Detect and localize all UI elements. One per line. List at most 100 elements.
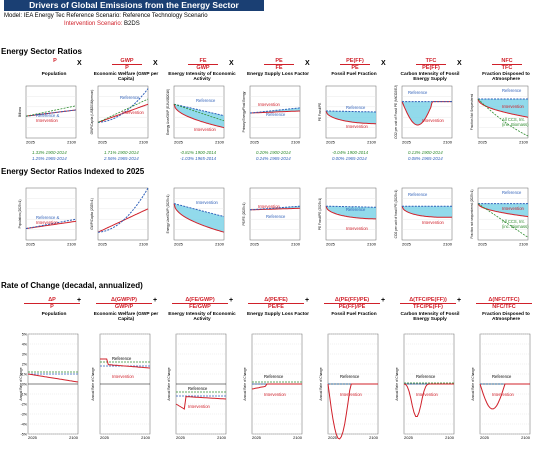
- rate-panel-title: Carbon Intensity of Fossil Energy Supply: [400, 312, 460, 323]
- rate-denominator: PE/FE: [268, 304, 284, 310]
- y-axis-label: PE Fossil/PE: [318, 103, 322, 122]
- operator-symbol: X: [381, 60, 386, 67]
- ratio-formula: FE GWP: [188, 58, 218, 71]
- x-tick-start: 2025: [28, 435, 38, 440]
- rate-denominator: NFC/TFC: [492, 304, 516, 310]
- x-tick-end: 2100: [519, 140, 529, 145]
- y-axis-label: Annual Rate of Change: [395, 367, 399, 400]
- intervention-line: [251, 383, 302, 390]
- intervention-line: [97, 208, 149, 233]
- panel-title: Fossil Fuel Fraction: [331, 72, 377, 77]
- panel-title: Carbon Intensity of Fossil Energy Supply: [400, 72, 460, 83]
- formula-numerator: NFC: [492, 58, 522, 65]
- y-axis-label: Annual Rate of Change: [471, 367, 475, 400]
- rate-panel-title: Fraction Disposed to Atmosphere: [482, 312, 530, 323]
- rate-formula: Δ(GWP/P) GWP/P: [96, 297, 152, 310]
- plot-frame: [249, 85, 301, 139]
- plot-frame: [97, 85, 149, 139]
- intervention-line: [403, 383, 454, 417]
- x-tick-start: 2025: [480, 435, 490, 440]
- chart-ratio-fraction-disposed: 2025 2100 Fraction Not Sequestered Referenc…: [470, 85, 529, 145]
- chart-rate-energy-intensity: 2025 2100 Annual Rate of Change Reference In…: [167, 333, 227, 440]
- x-tick-start: 2025: [404, 435, 414, 440]
- y-axis-label: CO2 per unit of fossil PE (2025=1): [394, 190, 398, 239]
- reference-line: [25, 109, 77, 117]
- chart-ratio-supply-loss: 2025 2100 Primary Energy/Final Energy Inter…: [242, 85, 301, 145]
- rate-series-label: Reference: [416, 374, 436, 379]
- chart-ratio-fossil-fraction: 2025 2100 PE Fossil/PE Reference Interventio…: [318, 85, 377, 145]
- y-axis-label: Annual Rate of Change: [319, 367, 323, 400]
- y-axis-label: PE Fossil/PE (2025=1): [318, 198, 322, 230]
- scenario-line: Intervention Scenario: B2DS: [4, 21, 264, 28]
- panel-title: Energy Supply Loss Factor: [246, 72, 310, 77]
- intervention-scenario-label: Intervention Scenario:: [64, 21, 123, 27]
- reference-line: [173, 103, 225, 117]
- x-tick-start: 2025: [250, 140, 260, 145]
- index-series-label: Intervention: [422, 220, 445, 225]
- intervention-line: [325, 205, 376, 220]
- ratio-series-label: Reference: [196, 98, 216, 103]
- model-line: Model: IEA Energy Tec Reference Scenario…: [4, 13, 208, 19]
- ratio-series-label: Reference: [266, 112, 286, 117]
- y-tick-label: -3%: [21, 412, 28, 416]
- x-tick-end: 2100: [139, 242, 149, 247]
- intervention-line: [175, 396, 227, 410]
- operator-symbol: X: [457, 60, 462, 67]
- rate-series-label: Reference: [340, 374, 360, 379]
- rate-panel-title: Fossil Fuel Fraction: [331, 312, 377, 317]
- formula-numerator: PE(FF): [340, 58, 370, 65]
- x-tick-end: 2100: [367, 140, 377, 145]
- chart-ratio-gwp-per-capita: 2025 2100 GWP/Capita (US$2016/person) Refer…: [90, 85, 149, 145]
- intervention-line: [479, 383, 530, 410]
- panel-title: Economic Welfare (GWP per Capita): [93, 72, 159, 83]
- formula-numerator: PE: [264, 58, 294, 65]
- index-series-label: Reference: [346, 207, 366, 212]
- rate-formula: Δ(PE(FF)/PE) PE(FF)/PE: [324, 297, 380, 310]
- difference-shading: [478, 99, 528, 118]
- x-tick-end: 2100: [67, 242, 77, 247]
- x-tick-end: 2100: [141, 435, 151, 440]
- section-title-indexed: Energy Sector Ratios Indexed to 2025: [1, 167, 145, 176]
- y-axis-label: Billions: [18, 107, 22, 118]
- rate-denominator: GWP/P: [114, 304, 134, 310]
- intervention-scenario-value: B2DS: [124, 21, 140, 27]
- panel-title: Energy Intensity of Economic Activity: [168, 72, 236, 83]
- x-tick-end: 2100: [443, 140, 453, 145]
- reference-line: [25, 218, 77, 230]
- y-tick-label: -1%: [21, 392, 28, 396]
- y-tick-label: 0%: [22, 382, 28, 386]
- rate-series-label: Reference: [112, 356, 132, 361]
- ratio-series-label: Intervention: [422, 118, 445, 123]
- formula-denominator: PE: [351, 65, 359, 71]
- ratio-series-label: Intervention: [122, 110, 145, 115]
- x-tick-start: 2025: [402, 242, 412, 247]
- formula-denominator: P: [125, 65, 129, 71]
- all-ccs-line: [477, 203, 529, 238]
- rate-numerator: Δ(PE(FF)/PE): [324, 297, 380, 304]
- x-tick-start: 2025: [328, 435, 338, 440]
- y-axis-label: Annual Rate of Change: [167, 367, 171, 400]
- y-axis-label: Annual Rate of Change: [243, 367, 247, 400]
- historical-rate: -1.03% 1965-2014: [180, 156, 217, 161]
- rate-series-label: Reference: [264, 374, 284, 379]
- y-axis-label: Energy Use/GWP (EJ/US$2016): [166, 89, 170, 135]
- ratio-series-label: Reference: [346, 105, 366, 110]
- rate-formula: ΔP P: [24, 297, 80, 310]
- x-tick-start: 2025: [250, 242, 260, 247]
- page-title: Drivers of Global Emissions from the Ene…: [4, 0, 264, 11]
- difference-shading: [174, 203, 224, 233]
- y-axis-label: CO2 per unit of Fossil PE (MtCO2/EJ): [394, 85, 398, 139]
- y-axis-label: Population (2025=1): [18, 200, 22, 229]
- rate-panel-title: Economic Welfare (GWP per Capita): [93, 312, 159, 323]
- y-axis-label: Energy Use/GWP (2025=1): [166, 195, 170, 234]
- rate-panel-title: Energy Intensity of Economic Activity: [168, 312, 236, 323]
- operator-symbol: X: [77, 60, 82, 67]
- section-title-ratios: Energy Sector Ratios: [1, 47, 82, 56]
- rate-denominator: TFC/PE(FF): [413, 304, 443, 310]
- x-tick-end: 2100: [369, 435, 379, 440]
- x-tick-start: 2025: [26, 242, 36, 247]
- formula-denominator: FE: [275, 65, 283, 71]
- historical-rate: -0.81% 1900-2014: [180, 150, 217, 155]
- index-series-label: Intervention: [258, 204, 281, 209]
- formula-numerator: P: [53, 58, 57, 64]
